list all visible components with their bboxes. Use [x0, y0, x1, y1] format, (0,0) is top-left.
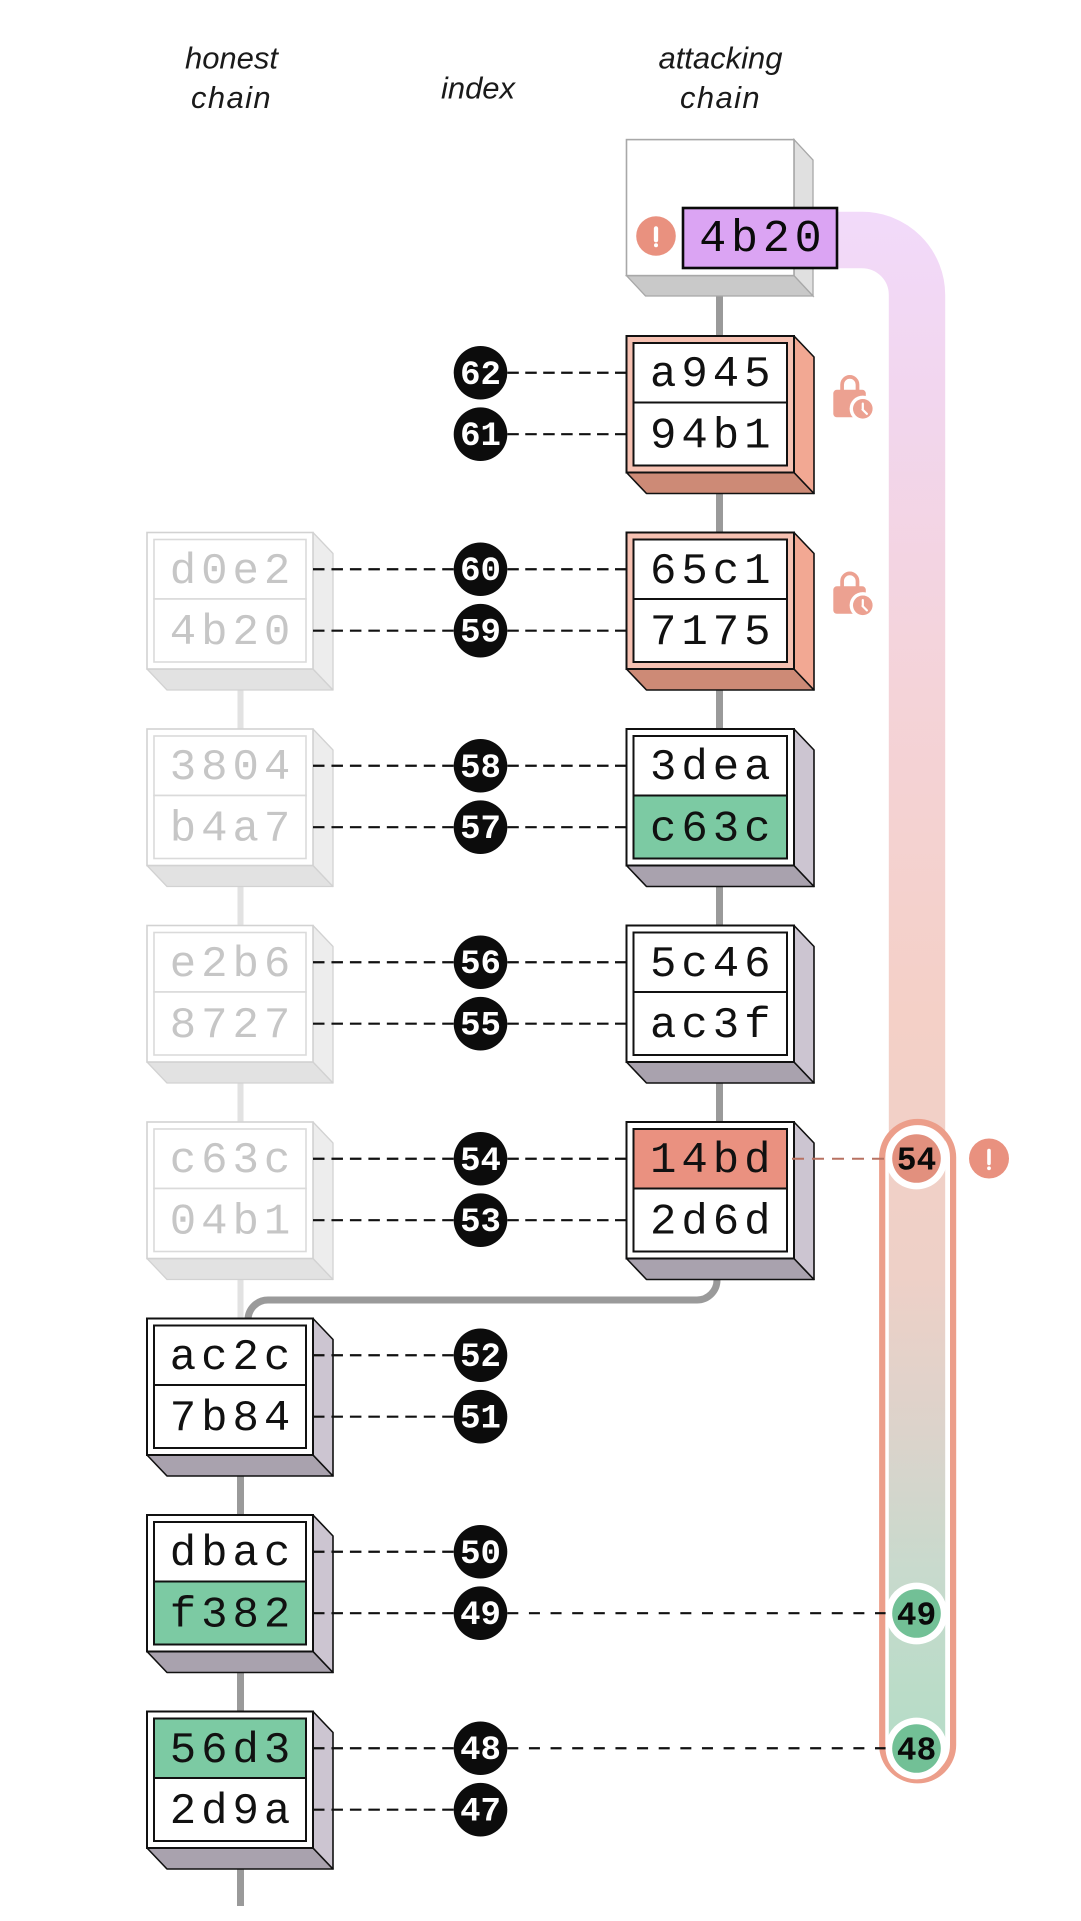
svg-text:56d3: 56d3 — [170, 1726, 296, 1776]
svg-text:7175: 7175 — [650, 608, 776, 658]
svg-text:50: 50 — [460, 1536, 501, 1574]
svg-text:d0e2: d0e2 — [170, 547, 296, 597]
svg-text:52: 52 — [460, 1339, 501, 1377]
svg-text:49: 49 — [897, 1598, 937, 1635]
svg-text:ac3f: ac3f — [650, 1001, 776, 1051]
svg-text:57: 57 — [460, 811, 501, 849]
svg-text:2d9a: 2d9a — [170, 1787, 296, 1837]
svg-text:47: 47 — [460, 1794, 501, 1832]
svg-text:3dea: 3dea — [650, 743, 776, 793]
svg-text:51: 51 — [460, 1401, 501, 1439]
svg-text:3804: 3804 — [170, 743, 296, 793]
svg-text:53: 53 — [460, 1204, 501, 1242]
svg-text:honest: honest — [185, 41, 279, 76]
svg-text:chain: chain — [191, 80, 272, 115]
svg-text:e2b6: e2b6 — [170, 940, 296, 990]
svg-text:49: 49 — [460, 1597, 501, 1635]
svg-text:54: 54 — [460, 1143, 501, 1181]
svg-text:61: 61 — [460, 418, 501, 456]
svg-text:index: index — [441, 71, 517, 106]
svg-text:62: 62 — [460, 357, 501, 395]
svg-text:dbac: dbac — [170, 1529, 296, 1579]
svg-text:48: 48 — [460, 1732, 501, 1770]
svg-text:chain: chain — [680, 80, 761, 115]
svg-text:8727: 8727 — [170, 1001, 296, 1051]
svg-text:2d6d: 2d6d — [650, 1198, 776, 1248]
svg-text:b4a7: b4a7 — [170, 805, 296, 855]
svg-text:65c1: 65c1 — [650, 547, 776, 597]
svg-text:5c46: 5c46 — [650, 940, 776, 990]
svg-text:54: 54 — [897, 1143, 937, 1180]
svg-text:4b20: 4b20 — [170, 608, 296, 658]
svg-text:60: 60 — [460, 553, 501, 591]
svg-text:a945: a945 — [650, 350, 776, 400]
svg-text:58: 58 — [460, 750, 501, 788]
svg-text:14bd: 14bd — [650, 1136, 776, 1186]
svg-text:attacking: attacking — [658, 41, 782, 76]
svg-text:4b20: 4b20 — [699, 214, 826, 265]
svg-text:ac2c: ac2c — [170, 1333, 296, 1383]
svg-text:59: 59 — [460, 615, 501, 653]
svg-text:7b84: 7b84 — [170, 1394, 296, 1444]
svg-text:04b1: 04b1 — [170, 1198, 296, 1248]
svg-text:55: 55 — [460, 1008, 501, 1046]
svg-text:48: 48 — [897, 1733, 937, 1770]
svg-text:f382: f382 — [170, 1591, 296, 1641]
svg-text:94b1: 94b1 — [650, 412, 776, 462]
svg-text:56: 56 — [460, 946, 501, 984]
svg-text:c63c: c63c — [650, 805, 776, 855]
svg-text:c63c: c63c — [170, 1136, 296, 1186]
